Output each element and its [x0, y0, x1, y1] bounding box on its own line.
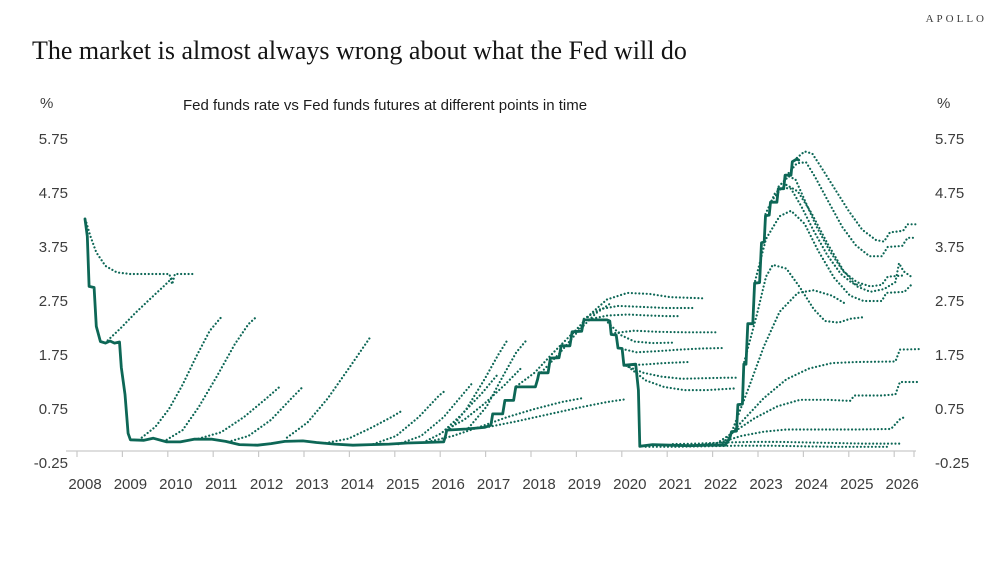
futures-strip-line — [324, 410, 402, 445]
y-axis-label-right: 3.75 — [935, 239, 964, 256]
futures-strip-line — [764, 183, 913, 293]
futures-strip-line — [226, 384, 305, 443]
y-axis-unit-right: % — [937, 95, 951, 112]
x-axis-label: 2014 — [341, 476, 374, 493]
y-axis-label-left: 3.75 — [39, 239, 68, 256]
futures-strip-line — [743, 263, 865, 364]
futures-strip-line — [285, 335, 373, 439]
futures-strip-line — [574, 291, 704, 332]
x-axis-label: 2010 — [159, 476, 192, 493]
futures-strip-line — [795, 150, 917, 243]
apollo-logo: APOLLO — [925, 13, 987, 25]
futures-strip-line — [515, 323, 586, 388]
y-axis-label-right: 4.75 — [935, 185, 964, 202]
futures-strip-line — [610, 329, 718, 335]
futures-strip-line — [712, 380, 920, 447]
y-axis-label-right: 5.75 — [935, 131, 964, 148]
futures-strip-line — [606, 321, 677, 345]
x-axis-label: 2020 — [613, 476, 646, 493]
y-axis-label-left: -0.25 — [34, 455, 68, 472]
x-axis-label: 2012 — [250, 476, 283, 493]
futures-strip-line — [372, 389, 447, 446]
futures-strip-line — [671, 440, 904, 446]
y-axis-label-right: 2.75 — [935, 293, 964, 310]
x-axis-label: 2013 — [295, 476, 328, 493]
futures-strip-line — [625, 364, 738, 380]
futures-strip-line — [627, 365, 736, 392]
futures-strip-line — [197, 385, 282, 440]
x-axis-label: 2017 — [477, 476, 510, 493]
page-title: The market is almost always wrong about … — [32, 36, 687, 65]
x-axis-label: 2021 — [659, 476, 692, 493]
futures-strip-line — [488, 398, 627, 428]
futures-strip-line — [467, 339, 528, 429]
futures-strip-line — [732, 289, 847, 429]
y-axis-label-left: 0.75 — [39, 401, 68, 418]
y-axis-label-right: 0.75 — [935, 401, 964, 418]
x-axis-label: 2011 — [205, 476, 237, 493]
x-axis-label: 2016 — [432, 476, 465, 493]
x-axis-label: 2019 — [568, 476, 601, 493]
futures-strip-line — [85, 221, 194, 289]
y-axis-label-right: 1.75 — [935, 347, 964, 364]
futures-strip-line — [770, 186, 865, 288]
y-axis-label-left: 1.75 — [39, 347, 68, 364]
futures-strip-line — [582, 304, 695, 320]
futures-strip-line — [787, 161, 917, 258]
x-axis-label: 2009 — [114, 476, 147, 493]
futures-strip-line — [587, 313, 681, 321]
futures-strip-line — [140, 316, 223, 439]
actual-rate-line — [83, 157, 801, 448]
futures-strip-line — [422, 372, 500, 444]
futures-strip-line — [106, 275, 175, 342]
futures-strip-line — [444, 367, 522, 431]
y-axis-unit-left: % — [40, 95, 54, 112]
x-axis-label: 2022 — [704, 476, 737, 493]
x-axis-label: 2023 — [749, 476, 782, 493]
futures-strip-line — [753, 209, 913, 303]
x-axis-label: 2008 — [68, 476, 101, 493]
futures-strip-line — [397, 380, 475, 446]
y-axis-label-left: 4.75 — [39, 185, 68, 202]
x-axis-label: 2026 — [886, 476, 919, 493]
x-axis-label: 2015 — [386, 476, 419, 493]
x-axis-label: 2024 — [795, 476, 828, 493]
futures-strip-line — [165, 315, 258, 441]
futures-strip-line — [449, 339, 509, 431]
chart-title: Fed funds rate vs Fed funds futures at d… — [183, 97, 588, 114]
y-axis-label-right: -0.25 — [935, 455, 969, 472]
futures-strip-line — [426, 397, 584, 443]
futures-strip-line — [721, 348, 922, 445]
y-axis-label-left: 5.75 — [39, 131, 68, 148]
futures-strip-line — [617, 346, 727, 354]
futures-strip-line — [777, 174, 904, 288]
futures-strip-line — [540, 301, 613, 374]
x-axis-label: 2025 — [840, 476, 873, 493]
x-axis-label: 2018 — [522, 476, 555, 493]
y-axis-label-left: 2.75 — [39, 293, 68, 310]
